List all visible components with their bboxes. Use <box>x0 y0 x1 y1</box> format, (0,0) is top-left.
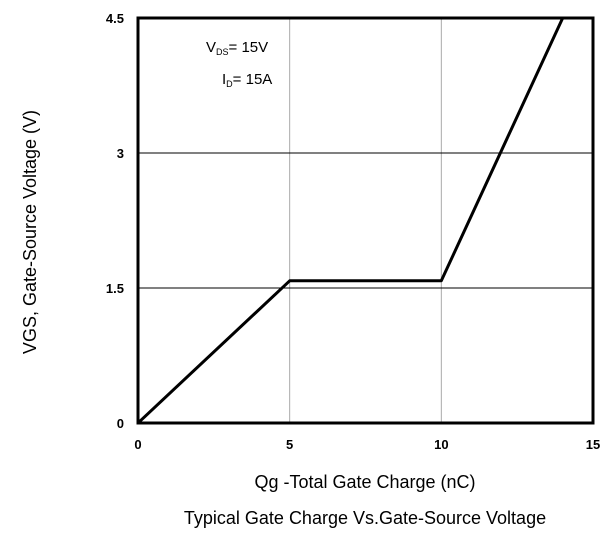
x-tick-label: 0 <box>134 437 141 452</box>
y-tick-label: 4.5 <box>106 11 124 26</box>
y-tick-label: 3 <box>117 146 124 161</box>
x-axis-label: Qg -Total Gate Charge (nC) <box>254 472 475 492</box>
y-tick-labels: 0 1.5 3 4.5 <box>106 11 124 431</box>
y-tick-label: 1.5 <box>106 281 124 296</box>
y-tick-label: 0 <box>117 416 124 431</box>
x-tick-label: 15 <box>586 437 600 452</box>
annotation-value: = 15V <box>229 39 269 56</box>
x-tick-label: 5 <box>286 437 293 452</box>
annotation-symbol: I <box>222 71 226 88</box>
series-line-0 <box>138 18 565 423</box>
grid-lines <box>138 18 593 423</box>
annotation-value: = 15A <box>233 71 273 88</box>
annotation-subscript: DS <box>216 47 229 57</box>
annotation-symbol: V <box>206 39 216 56</box>
x-tick-label: 10 <box>434 437 448 452</box>
annotation-subscript: D <box>226 79 233 89</box>
annotation-vds: VDS= 15V <box>206 39 268 57</box>
annotation-id: ID= 15A <box>222 71 272 89</box>
chart-caption: Typical Gate Charge Vs.Gate-Source Volta… <box>184 508 546 528</box>
series-layer <box>138 18 565 423</box>
plot-frame <box>136 16 595 425</box>
x-tick-labels: 0 5 10 15 <box>134 437 600 452</box>
y-axis-label: VGS, Gate-Source Voltage (V) <box>20 110 40 354</box>
